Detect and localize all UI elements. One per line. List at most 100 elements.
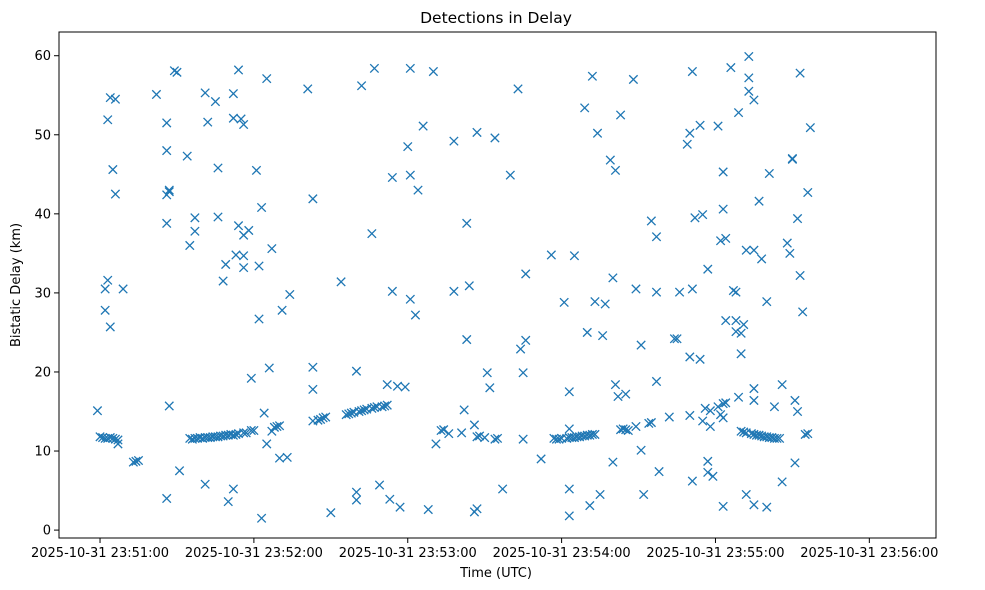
data-point (256, 513, 267, 523)
data-point (367, 403, 377, 413)
data-point (687, 476, 698, 486)
data-point (585, 500, 595, 511)
data-point (490, 434, 500, 444)
data-point (472, 504, 482, 514)
data-point (92, 406, 103, 416)
data-point (554, 434, 564, 444)
data-point (639, 489, 649, 500)
data-point (580, 103, 590, 113)
data-point (749, 245, 759, 255)
data-point (546, 250, 557, 260)
data-point (736, 426, 746, 436)
data-point (103, 115, 113, 125)
data-point (744, 51, 754, 62)
data-point (610, 379, 621, 390)
data-point (231, 429, 241, 440)
data-point (259, 408, 269, 418)
data-point (713, 121, 723, 131)
data-point (646, 417, 657, 428)
data-point (749, 395, 759, 406)
data-point (608, 273, 618, 283)
data-point (336, 277, 346, 287)
data-point (449, 136, 459, 146)
data-point (244, 225, 254, 236)
data-point (110, 94, 121, 104)
data-point (644, 418, 654, 429)
data-point (395, 502, 405, 512)
data-point (651, 376, 662, 387)
data-point (105, 92, 115, 103)
data-point (164, 401, 174, 411)
data-point (387, 286, 398, 296)
data-point (605, 155, 615, 165)
data-point (595, 489, 605, 500)
data-point (615, 110, 626, 120)
data-point (628, 74, 639, 85)
data-point (267, 243, 277, 254)
data-point (636, 445, 646, 455)
data-point (772, 433, 782, 444)
data-point (718, 204, 728, 214)
data-point (800, 429, 810, 440)
data-point (623, 425, 633, 436)
data-point (739, 319, 749, 330)
data-point (251, 165, 262, 176)
data-point (721, 315, 731, 326)
data-point (703, 264, 713, 274)
y-tick-label: 0 (43, 524, 51, 539)
data-point (795, 68, 805, 78)
data-point (695, 120, 705, 130)
data-point (685, 128, 695, 138)
data-point (708, 471, 718, 481)
data-point (697, 416, 708, 426)
data-point (492, 433, 503, 444)
data-point (687, 284, 698, 294)
data-point (133, 455, 144, 466)
data-point (308, 194, 318, 204)
data-point (382, 379, 392, 390)
data-point (162, 118, 172, 128)
data-point (444, 428, 454, 439)
data-point (749, 95, 759, 105)
data-point (382, 400, 392, 410)
data-point (777, 477, 787, 487)
data-point (356, 406, 367, 416)
data-point (238, 262, 249, 273)
data-point (128, 457, 139, 467)
data-point (733, 392, 744, 402)
data-point (733, 107, 744, 118)
data-point (782, 238, 792, 248)
data-point (231, 250, 241, 260)
data-point (728, 285, 739, 296)
data-point (233, 221, 244, 231)
data-point (462, 218, 472, 228)
data-point (387, 172, 398, 183)
data-point (228, 484, 239, 494)
data-point (721, 398, 731, 408)
data-point (228, 430, 239, 440)
data-point (700, 403, 710, 413)
data-point (536, 454, 546, 464)
data-point (687, 66, 698, 77)
data-point (651, 287, 662, 297)
data-point (346, 408, 356, 418)
data-point (592, 128, 603, 138)
data-point (369, 402, 380, 413)
data-point (246, 373, 256, 383)
data-point (308, 362, 318, 372)
data-point (521, 269, 531, 279)
data-point (162, 493, 172, 504)
data-point (754, 196, 764, 206)
y-tick-label: 30 (34, 286, 51, 301)
data-point (736, 328, 746, 338)
data-point (282, 452, 292, 463)
data-point (431, 439, 441, 449)
data-point (321, 412, 331, 422)
data-point (480, 432, 490, 443)
y-tick-label: 10 (34, 445, 51, 460)
data-point (597, 330, 608, 341)
data-point (356, 81, 367, 91)
data-point (380, 401, 390, 411)
data-point (746, 428, 757, 439)
data-point (690, 213, 700, 223)
